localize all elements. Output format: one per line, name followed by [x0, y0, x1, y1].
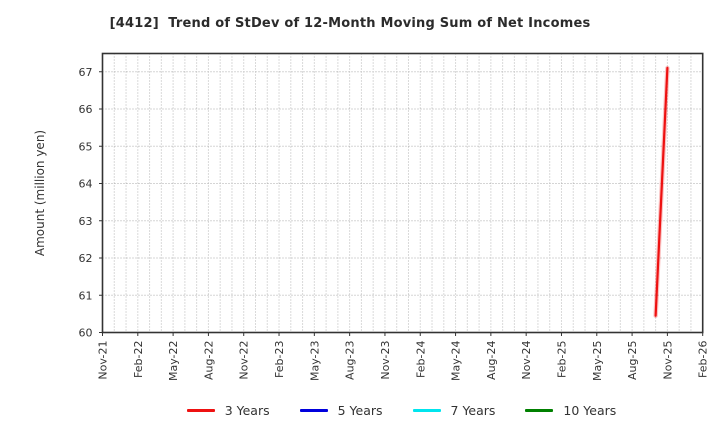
series-line — [654, 66, 669, 317]
x-tick-label: May-22 — [167, 341, 180, 382]
y-tick-label: 60 — [79, 327, 93, 340]
y-axis-label: Amount (million yen) — [33, 129, 47, 257]
y-tick-label: 65 — [79, 140, 93, 153]
x-tick-label: Aug-23 — [344, 341, 357, 380]
legend-label-10-years: 10 Years — [563, 403, 617, 418]
legend-line-swatch-7-years — [412, 409, 441, 412]
legend-label-3-years: 3 Years — [224, 403, 270, 418]
x-tick-label: Feb-22 — [132, 341, 145, 378]
x-tick-label: Feb-23 — [273, 341, 286, 378]
legend-line-swatch-10-years — [525, 409, 554, 412]
x-tick-label: Nov-25 — [661, 341, 674, 380]
legend-item-3-years: 3 Years — [186, 403, 270, 418]
x-tick-label: Aug-24 — [485, 341, 498, 380]
x-tick-label: May-25 — [591, 341, 604, 382]
x-tick-label: Feb-24 — [414, 341, 427, 378]
axis-frame — [101, 52, 704, 334]
x-tick-label: Feb-26 — [697, 341, 710, 378]
y-tick-label: 66 — [79, 103, 93, 116]
x-tick-label: May-23 — [308, 341, 321, 382]
x-tick-label: Nov-22 — [238, 341, 251, 380]
legend-item-10-years: 10 Years — [525, 403, 616, 418]
x-tick-label: Nov-24 — [520, 341, 533, 380]
y-tick-label: 62 — [79, 252, 93, 265]
y-tick-label: 63 — [79, 215, 93, 228]
legend-item-5-years: 5 Years — [299, 403, 383, 418]
x-tick-label: Aug-22 — [202, 341, 215, 380]
x-tick-label: Feb-25 — [555, 341, 568, 378]
y-tick-label: 67 — [79, 66, 93, 79]
x-tick-label: Nov-23 — [379, 341, 392, 380]
legend-line-swatch-3-years — [186, 409, 215, 412]
legend: 3 Years 5 Years 7 Years 10 Years — [0, 403, 720, 418]
legend-item-7-years: 7 Years — [412, 403, 496, 418]
x-tick-label: Aug-25 — [626, 341, 639, 380]
chart-title: [4412] Trend of StDev of 12-Month Moving… — [109, 16, 591, 31]
legend-label-5-years: 5 Years — [337, 403, 383, 418]
y-tick-label: 61 — [79, 289, 93, 302]
x-tick-label: May-24 — [450, 341, 463, 382]
x-tick-label: Nov-21 — [97, 341, 110, 380]
legend-line-swatch-5-years — [299, 409, 328, 412]
legend-label-7-years: 7 Years — [450, 403, 496, 418]
y-tick-label: 64 — [79, 178, 93, 191]
